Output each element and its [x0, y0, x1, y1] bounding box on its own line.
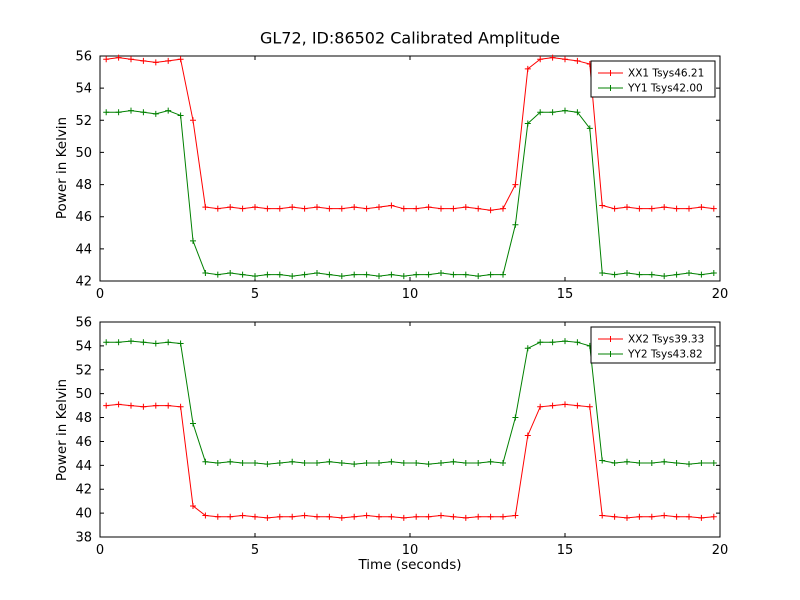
legend-box — [590, 326, 716, 364]
y-tick-label: 42 — [75, 275, 92, 290]
x-tick-label: 15 — [557, 543, 574, 558]
y-tick-label: 44 — [75, 242, 92, 257]
x-tick-label: 15 — [557, 287, 574, 302]
y-tick-label: 50 — [75, 387, 92, 402]
axis-ticks — [99, 321, 721, 538]
series-markers — [103, 338, 717, 468]
subplot-1: 0 5 10 15 20 42 44 46 48 50 52 54 56 XX1 Tsys46.21 YY1… — [75, 50, 728, 303]
y-tick-label: 48 — [75, 178, 92, 193]
y-tick-label: 48 — [75, 411, 92, 426]
legend-label: YY1 Tsys42.00 — [627, 83, 703, 95]
y-tick-label: 46 — [75, 435, 92, 450]
y-tick-label: 54 — [75, 339, 92, 354]
legend-marker — [598, 336, 623, 342]
x-tick-label: 20 — [712, 543, 729, 558]
legend-marker — [598, 85, 623, 91]
legend-box — [590, 60, 716, 98]
y-tick-label: 44 — [75, 459, 92, 474]
x-tick-label: 20 — [712, 287, 729, 302]
series-markers — [103, 401, 717, 521]
legend-marker — [598, 351, 623, 357]
x-axis-label: Time (seconds) — [358, 557, 462, 573]
legend-label: YY2 Tsys43.82 — [627, 349, 703, 361]
x-tick-label: 10 — [402, 543, 419, 558]
legend: XX1 Tsys46.21 YY1 Tsys42.00 — [590, 60, 716, 98]
x-tick-label: 0 — [96, 287, 104, 302]
x-tick-label: 0 — [96, 543, 104, 558]
x-tick-label: 5 — [251, 543, 259, 558]
series-markers — [103, 107, 717, 280]
y-tick-label: 46 — [75, 210, 92, 225]
y-tick-label: 42 — [75, 483, 92, 498]
legend: XX2 Tsys39.33 YY2 Tsys43.82 — [590, 326, 716, 364]
series-markers — [103, 54, 717, 214]
legend-label: XX1 Tsys46.21 — [628, 68, 704, 80]
y-tick-label: 54 — [75, 82, 92, 97]
x-tick-label: 10 — [402, 287, 419, 302]
y-tick-label: 52 — [75, 114, 92, 129]
legend-label: XX2 Tsys39.33 — [628, 334, 704, 346]
y-tick-label: 56 — [75, 50, 92, 65]
y-tick-label: 40 — [75, 507, 92, 522]
legend-marker — [598, 70, 623, 76]
chart-title: GL72, ID:86502 Calibrated Amplitude — [259, 28, 561, 48]
y-tick-label: 38 — [75, 531, 92, 546]
subplot-2: 0 5 10 15 20 38 40 42 44 46 48 50 52 54 56 XX2 Tsys39.3… — [75, 316, 728, 559]
y-tick-label: 56 — [75, 316, 92, 331]
y-tick-label: 52 — [75, 363, 92, 378]
y-tick-label: 50 — [75, 146, 92, 161]
x-tick-label: 5 — [251, 287, 259, 302]
